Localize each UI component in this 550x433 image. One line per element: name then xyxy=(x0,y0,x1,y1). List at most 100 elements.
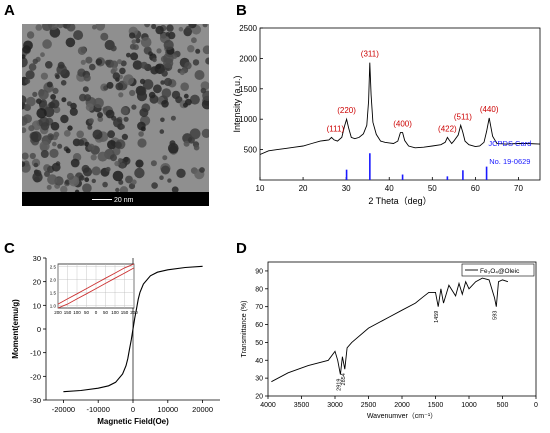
tem-nanoparticle xyxy=(32,91,38,97)
tem-nanoparticle xyxy=(160,117,165,123)
xrd-y-tick-label: 2000 xyxy=(239,54,257,63)
panel-letter-a: A xyxy=(4,2,15,19)
xrd-peak-label: (400) xyxy=(393,120,412,129)
tem-nanoparticle xyxy=(176,168,186,178)
tem-nanoparticle xyxy=(77,46,87,55)
tem-nanoparticle xyxy=(162,155,168,161)
tem-nanoparticle xyxy=(185,25,192,33)
tem-nanoparticle xyxy=(120,60,127,67)
xrd-x-tick-label: 20 xyxy=(299,184,308,193)
tem-nanoparticle xyxy=(76,130,84,139)
tem-nanoparticle xyxy=(118,92,124,98)
tem-nanoparticle xyxy=(40,72,48,80)
tem-nanoparticle xyxy=(161,88,172,98)
tem-nanoparticle xyxy=(123,116,129,122)
tem-nanoparticle xyxy=(47,174,58,185)
tem-nanoparticle xyxy=(128,183,136,190)
tem-nanoparticle xyxy=(40,150,49,158)
tem-nanoparticle xyxy=(65,148,71,154)
ftir-chart: 4000 3500 3000 2500 2000 1500 1000 500 0 20 30 40 50… xyxy=(241,261,538,420)
tem-nanoparticle xyxy=(66,172,74,180)
tem-nanoparticle xyxy=(73,30,84,41)
tem-nanoparticle xyxy=(110,154,117,162)
ftir-y-tick-label: 80 xyxy=(255,286,263,293)
tem-nanoparticle xyxy=(153,84,162,94)
tem-nanoparticle xyxy=(83,94,92,102)
tem-nanoparticle xyxy=(80,59,86,65)
tem-nanoparticle xyxy=(117,59,122,65)
xrd-x-tick-label: 70 xyxy=(514,184,523,193)
tem-nanoparticle xyxy=(52,141,57,147)
ftir-y-tick-label: 60 xyxy=(255,322,263,329)
tem-nanoparticle xyxy=(36,98,42,104)
ftir-y-tick-label: 40 xyxy=(255,358,263,365)
tem-nanoparticle xyxy=(199,167,205,173)
xrd-peak-label: (422) xyxy=(438,124,457,133)
xrd-x-tick-label: 60 xyxy=(471,184,480,193)
tem-nanoparticle xyxy=(91,178,97,184)
tem-nanoparticle xyxy=(161,100,169,108)
tem-nanoparticle xyxy=(93,97,104,109)
tem-nanoparticle xyxy=(205,57,209,65)
tem-nanoparticle xyxy=(26,31,35,39)
tem-nanoparticle xyxy=(165,32,171,37)
tem-nanoparticle xyxy=(113,118,123,128)
tem-nanoparticle xyxy=(85,56,93,64)
tem-nanoparticle xyxy=(140,61,148,69)
tem-nanoparticle xyxy=(61,97,67,103)
mh-inset-x-tick-label: 200 xyxy=(130,310,138,315)
mh-x-axis-label: Magnetic Field(Oe) xyxy=(97,417,169,426)
tem-nanoparticle xyxy=(155,25,164,35)
tem-nanoparticle xyxy=(131,104,137,110)
tem-nanoparticle xyxy=(55,74,60,80)
tem-micrograph: 20 nm xyxy=(22,24,209,206)
tem-nanoparticle xyxy=(163,58,174,69)
mh-inset-x-tick-label: 200 xyxy=(54,310,62,315)
tem-nanoparticle xyxy=(151,24,157,30)
ftir-x-axis-label: Wavenumver（cm⁻¹） xyxy=(367,412,437,420)
ftir-legend-box xyxy=(461,263,535,277)
mh-inset-x-tick-label: 50 xyxy=(84,310,90,315)
tem-nanoparticle xyxy=(189,94,200,105)
mh-inset-x-tick-label: 0 xyxy=(95,310,98,315)
tem-nanoparticle xyxy=(192,59,200,66)
xrd-peak-label: (220) xyxy=(337,106,356,115)
tem-nanoparticle xyxy=(49,148,59,158)
mh-inset-x-tick-label: 100 xyxy=(73,310,81,315)
tem-nanoparticle xyxy=(60,80,67,86)
tem-nanoparticle xyxy=(201,99,209,110)
mh-inset-y-tick-label: 1.5 xyxy=(50,290,57,295)
tem-nanoparticle xyxy=(89,63,96,71)
mh-inset-x-tick-label: 100 xyxy=(111,310,119,315)
xrd-reference-card-label: JCPDS Card xyxy=(488,139,531,148)
mh-y-tick-label: -10 xyxy=(30,349,41,358)
tem-nanoparticle xyxy=(107,140,117,150)
tem-nanoparticle xyxy=(35,24,43,31)
tem-nanoparticle xyxy=(63,130,71,137)
tem-nanoparticle xyxy=(123,156,129,163)
tem-nanoparticle xyxy=(156,64,161,70)
tem-nanoparticle xyxy=(129,43,136,50)
ftir-plot-frame xyxy=(267,261,537,397)
tem-nanoparticle xyxy=(131,39,137,45)
ftir-y-tick-label: 90 xyxy=(255,268,263,275)
tem-nanoparticle xyxy=(183,93,189,99)
tem-nanoparticle xyxy=(55,177,64,186)
xrd-x-axis-label: 2 Theta（deg） xyxy=(368,196,431,206)
tem-nanoparticle xyxy=(150,66,159,75)
tem-nanoparticle xyxy=(120,107,129,115)
tem-nanoparticle xyxy=(189,128,201,140)
tem-nanoparticle xyxy=(79,175,85,181)
tem-nanoparticle xyxy=(117,158,123,163)
tem-nanoparticle xyxy=(57,143,63,149)
tem-nanoparticle xyxy=(67,125,73,131)
ftir-x-tick-label: 4000 xyxy=(260,402,276,409)
ftir-spectrum-line xyxy=(271,277,509,383)
tem-nanoparticle xyxy=(144,24,150,28)
tem-nanoparticle xyxy=(22,127,27,134)
xrd-y-axis-label: Intensity (a.u.) xyxy=(232,75,242,132)
tem-nanoparticle xyxy=(148,91,156,99)
tem-nanoparticle xyxy=(152,57,157,63)
xrd-y-tick-label: 1500 xyxy=(239,85,257,94)
tem-nanoparticle xyxy=(114,160,120,167)
